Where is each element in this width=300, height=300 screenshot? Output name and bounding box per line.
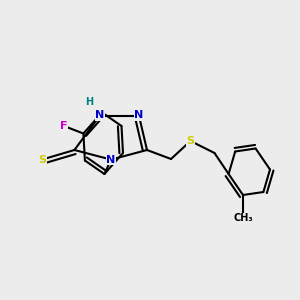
Text: H: H: [85, 97, 94, 107]
Text: CH₃: CH₃: [233, 213, 253, 224]
Text: S: S: [38, 154, 46, 165]
Text: N: N: [106, 154, 116, 165]
Text: F: F: [60, 121, 68, 131]
Text: N: N: [95, 110, 104, 121]
Text: N: N: [134, 110, 143, 121]
Text: S: S: [187, 136, 194, 146]
